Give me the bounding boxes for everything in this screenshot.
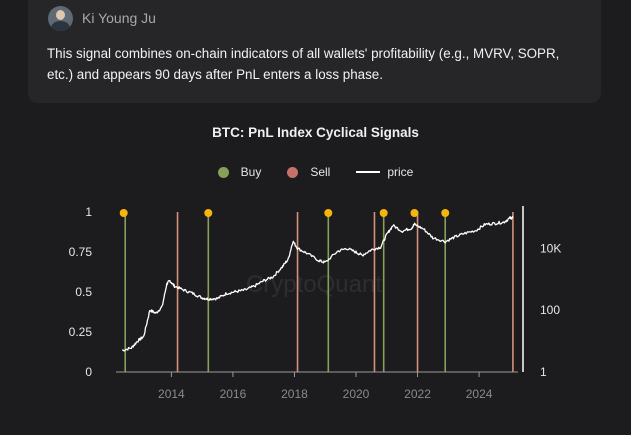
y-left-tick-4: 1 xyxy=(85,205,92,219)
legend-buy-label: Buy xyxy=(240,165,262,179)
author-name[interactable]: Ki Young Ju xyxy=(82,10,156,26)
chart-title: BTC: PnL Index Cyclical Signals xyxy=(212,125,419,140)
y-left-tick-1: 0.25 xyxy=(69,325,93,339)
chart-axes: 0 0.25 0.5 0.75 1 1 100 10K 2014 2016 2018 2020 2022… xyxy=(69,205,562,401)
signal-markers xyxy=(119,209,450,217)
avatar-head-shape xyxy=(56,9,65,20)
post-text: This signal combines on-chain indicators… xyxy=(47,46,560,82)
post-card: Ki Young Ju This signal combines on-chai… xyxy=(28,0,601,103)
signal-marker-5 xyxy=(441,209,450,217)
y-left-tick-0: 0 xyxy=(85,365,92,379)
avatar-body-shape xyxy=(51,20,70,31)
y-right-tick-2: 10K xyxy=(540,241,561,255)
legend-item-buy[interactable]: Buy xyxy=(217,165,262,179)
x-tick-3: 2020 xyxy=(343,387,370,401)
legend-price-line xyxy=(356,171,381,173)
x-tick-0: 2014 xyxy=(158,387,185,401)
signal-marker-1 xyxy=(204,209,213,217)
signal-marker-0 xyxy=(119,209,128,217)
y-right-tick-0: 1 xyxy=(540,365,547,379)
y-left-tick-3: 0.75 xyxy=(69,245,93,259)
x-tick-1: 2016 xyxy=(220,387,247,401)
chart-legend: Buy Sell price xyxy=(0,165,631,179)
watermark: CryptoQuant xyxy=(246,271,382,298)
legend-item-price[interactable]: price xyxy=(356,165,413,179)
legend-sell-label: Sell xyxy=(310,165,331,179)
price-line xyxy=(121,216,514,352)
legend-item-sell[interactable]: Sell xyxy=(287,165,330,179)
signal-marker-4 xyxy=(410,209,419,217)
post-author[interactable]: Ki Young Ju xyxy=(48,5,156,31)
y-left-tick-2: 0.5 xyxy=(75,285,92,299)
legend-sell-dot xyxy=(287,166,299,178)
legend-buy-dot xyxy=(217,166,229,178)
y-right-tick-1: 100 xyxy=(540,303,560,317)
legend-price-label: price xyxy=(387,165,414,179)
avatar[interactable] xyxy=(48,5,73,31)
x-tick-2: 2018 xyxy=(281,387,308,401)
x-tick-4: 2022 xyxy=(404,387,431,401)
price-series xyxy=(121,216,514,352)
signal-marker-3 xyxy=(379,209,388,217)
signal-marker-2 xyxy=(324,209,333,217)
signal-lines: CryptoQuant xyxy=(124,212,514,372)
x-tick-5: 2024 xyxy=(466,387,493,401)
